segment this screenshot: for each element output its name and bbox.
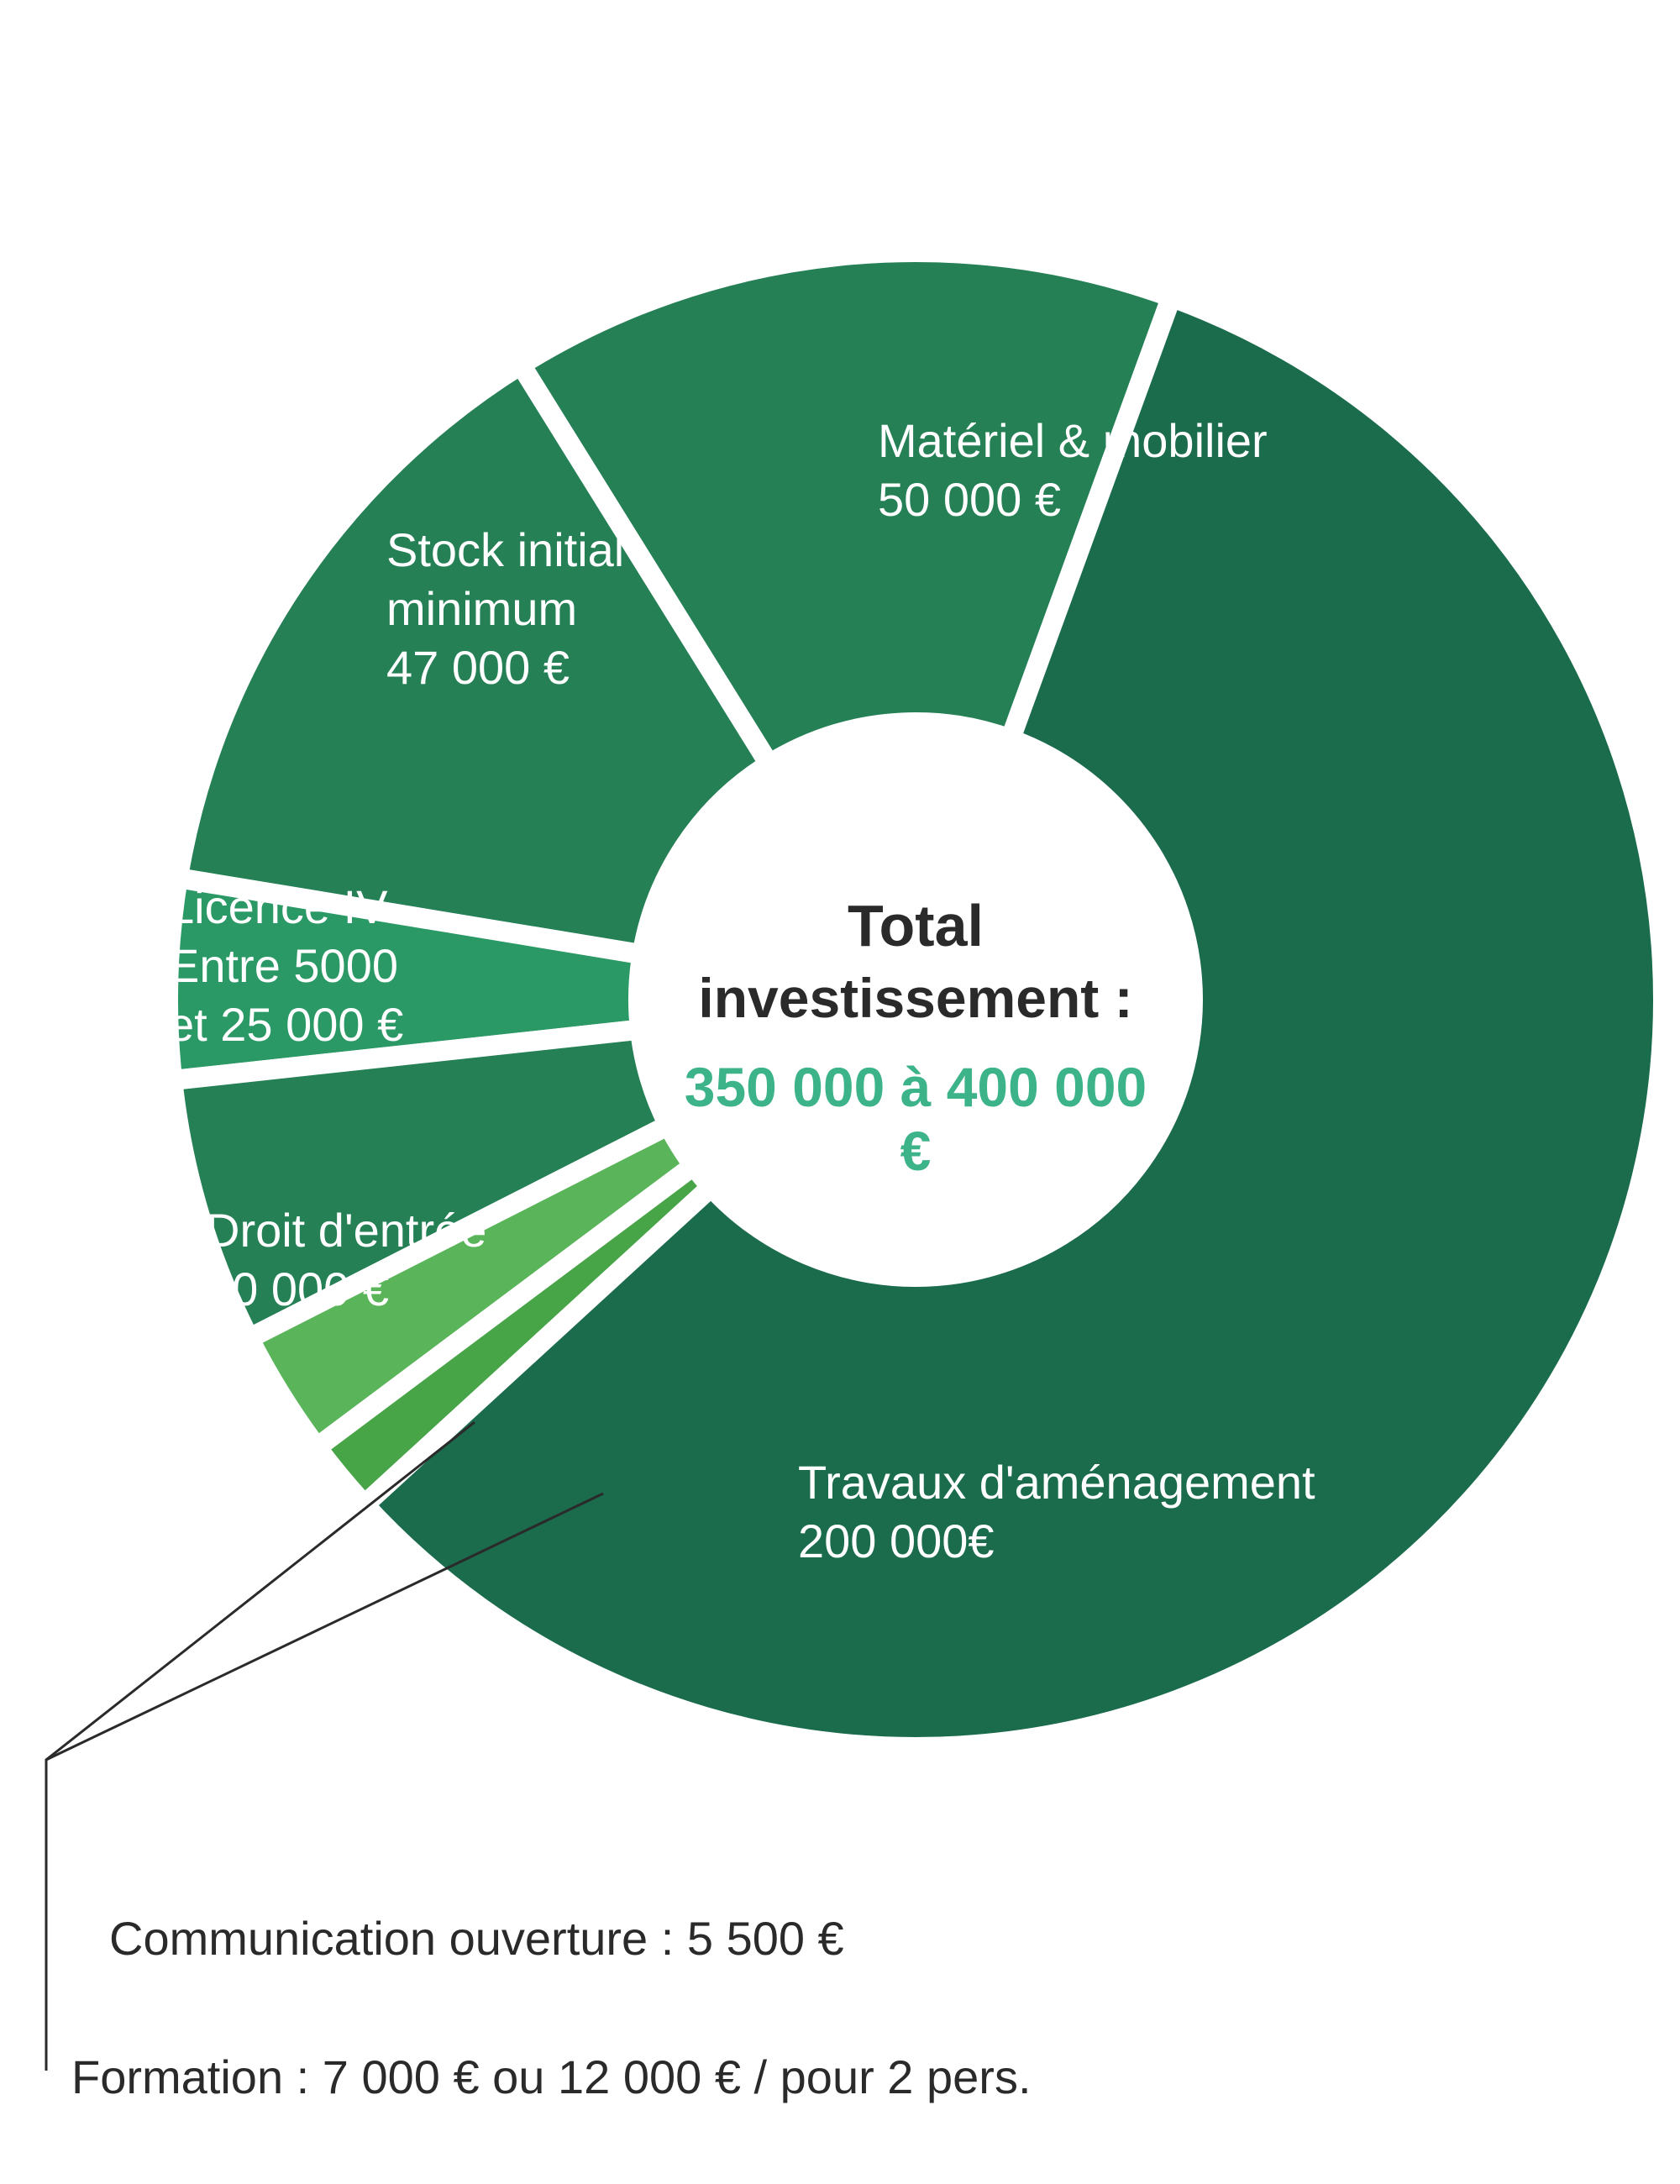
- center-label: Total investissement : 350 000 à 400 000…: [672, 890, 1159, 1183]
- center-invest-word: investissement :: [672, 966, 1159, 1030]
- slice-label-materiel: Matériel & mobilier 50 000 €: [878, 412, 1268, 529]
- slice-label-droit: Droit d'entrée 20 000 €: [206, 1201, 486, 1319]
- slice-label-travaux: Travaux d'aménagement 200 000€: [798, 1453, 1315, 1571]
- donut-chart: Total investissement : 350 000 à 400 000…: [0, 0, 1680, 2184]
- center-amount: 350 000 à 400 000 €: [672, 1055, 1159, 1183]
- callout-communication: Communication ouverture : 5 500 €: [109, 1911, 844, 1966]
- slice-label-stock: Stock initialminimum 47 000 €: [386, 521, 624, 697]
- center-total-word: Total: [672, 890, 1159, 961]
- slice-label-licence: Licence IVEntre 5000et 25 000 €: [168, 878, 403, 1054]
- callout-formation: Formation : 7 000 € ou 12 000 € / pour 2…: [71, 2050, 1032, 2104]
